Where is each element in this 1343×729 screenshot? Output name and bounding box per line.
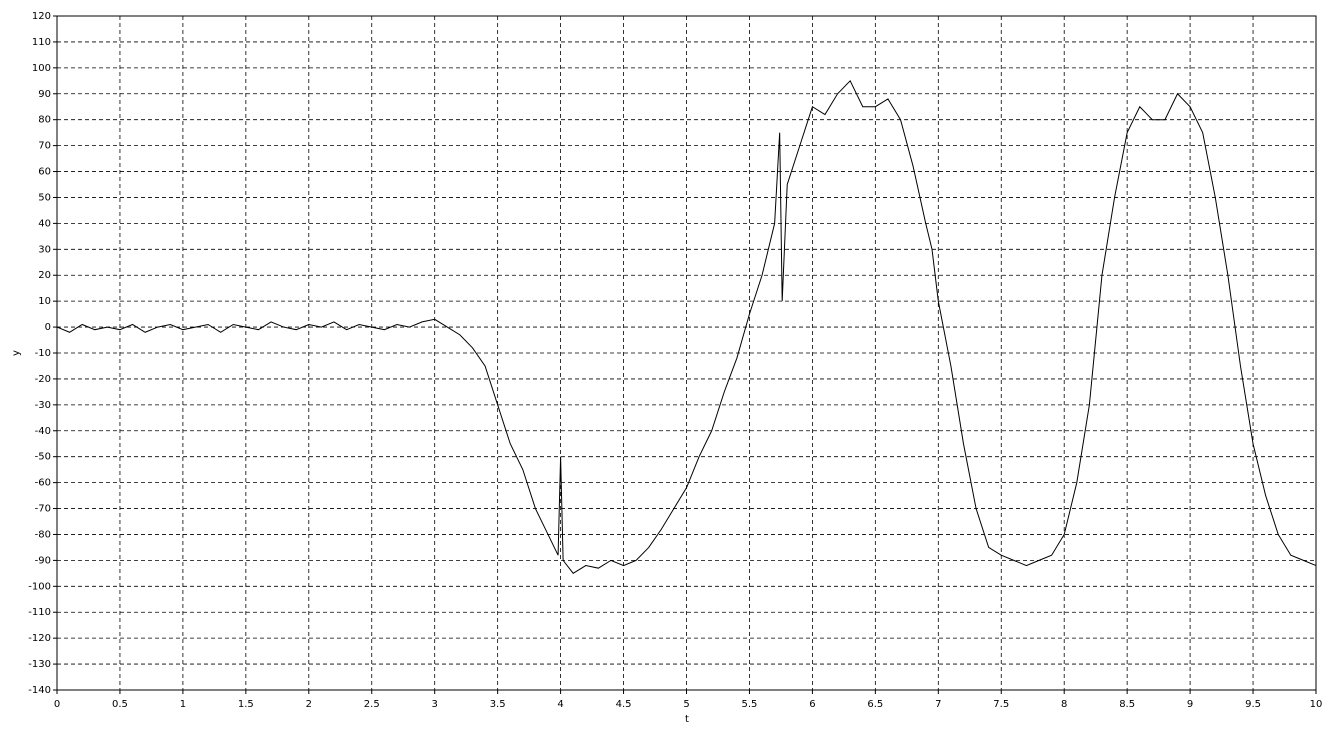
x-tick-label: 4.5 bbox=[616, 699, 632, 710]
y-tick-label: -50 bbox=[35, 452, 51, 463]
x-axis-label: t bbox=[685, 714, 689, 725]
y-tick-label: 60 bbox=[38, 167, 51, 178]
x-tick-label: 6.5 bbox=[867, 699, 883, 710]
y-tick-label: 90 bbox=[38, 89, 51, 100]
x-tick-label: 7.5 bbox=[993, 699, 1009, 710]
y-tick-label: -110 bbox=[28, 607, 51, 618]
y-tick-label: -20 bbox=[35, 374, 51, 385]
y-tick-label: 110 bbox=[32, 37, 51, 48]
x-tick-label: 3.5 bbox=[490, 699, 506, 710]
data-line bbox=[56, 79, 1317, 575]
y-tick-label: 0 bbox=[45, 322, 51, 333]
y-tick-label: 30 bbox=[38, 244, 51, 255]
y-tick-label: 20 bbox=[38, 270, 51, 281]
y-tick-label: -90 bbox=[35, 555, 51, 566]
x-tick-label: 0.5 bbox=[112, 699, 128, 710]
y-tick-label: 80 bbox=[38, 115, 51, 126]
y-tick-label: -60 bbox=[35, 478, 51, 489]
x-tick-label: 0 bbox=[54, 699, 60, 710]
x-tick-label: 5 bbox=[683, 699, 689, 710]
y-tick-label: 100 bbox=[32, 63, 51, 74]
x-tick-label: 9 bbox=[1187, 699, 1193, 710]
x-tick-label: 9.5 bbox=[1245, 699, 1261, 710]
x-tick-label: 10 bbox=[1310, 699, 1323, 710]
plot-frame bbox=[56, 15, 1317, 691]
y-tick-label: 10 bbox=[38, 296, 51, 307]
x-tick-label: 2.5 bbox=[364, 699, 380, 710]
y-tick-label: -140 bbox=[28, 685, 51, 696]
y-tick-label: -80 bbox=[35, 529, 51, 540]
x-tick-label: 5.5 bbox=[741, 699, 757, 710]
y-axis-label: y bbox=[11, 350, 22, 356]
y-tick-label: -40 bbox=[35, 426, 51, 437]
x-tick-label: 1 bbox=[180, 699, 186, 710]
y-tick-label: 50 bbox=[38, 192, 51, 203]
y-tick-label: -10 bbox=[35, 348, 51, 359]
x-tick-label: 2 bbox=[306, 699, 312, 710]
x-tick-label: 7 bbox=[935, 699, 941, 710]
y-tick-label: -130 bbox=[28, 659, 51, 670]
x-tick-label: 6 bbox=[809, 699, 815, 710]
y-tick-label: -70 bbox=[35, 504, 51, 515]
x-tick-label: 8.5 bbox=[1119, 699, 1135, 710]
x-tick-label: 1.5 bbox=[238, 699, 254, 710]
y-tick-label: -100 bbox=[28, 581, 51, 592]
x-tick-label: 3 bbox=[432, 699, 438, 710]
y-tick-label: 120 bbox=[32, 11, 51, 22]
x-tick-label: 8 bbox=[1061, 699, 1067, 710]
x-tick-label: 4 bbox=[557, 699, 563, 710]
y-tick-label: 70 bbox=[38, 141, 51, 152]
y-tick-label: 40 bbox=[38, 218, 51, 229]
y-tick-label: -30 bbox=[35, 400, 51, 411]
y-tick-label: -120 bbox=[28, 633, 51, 644]
